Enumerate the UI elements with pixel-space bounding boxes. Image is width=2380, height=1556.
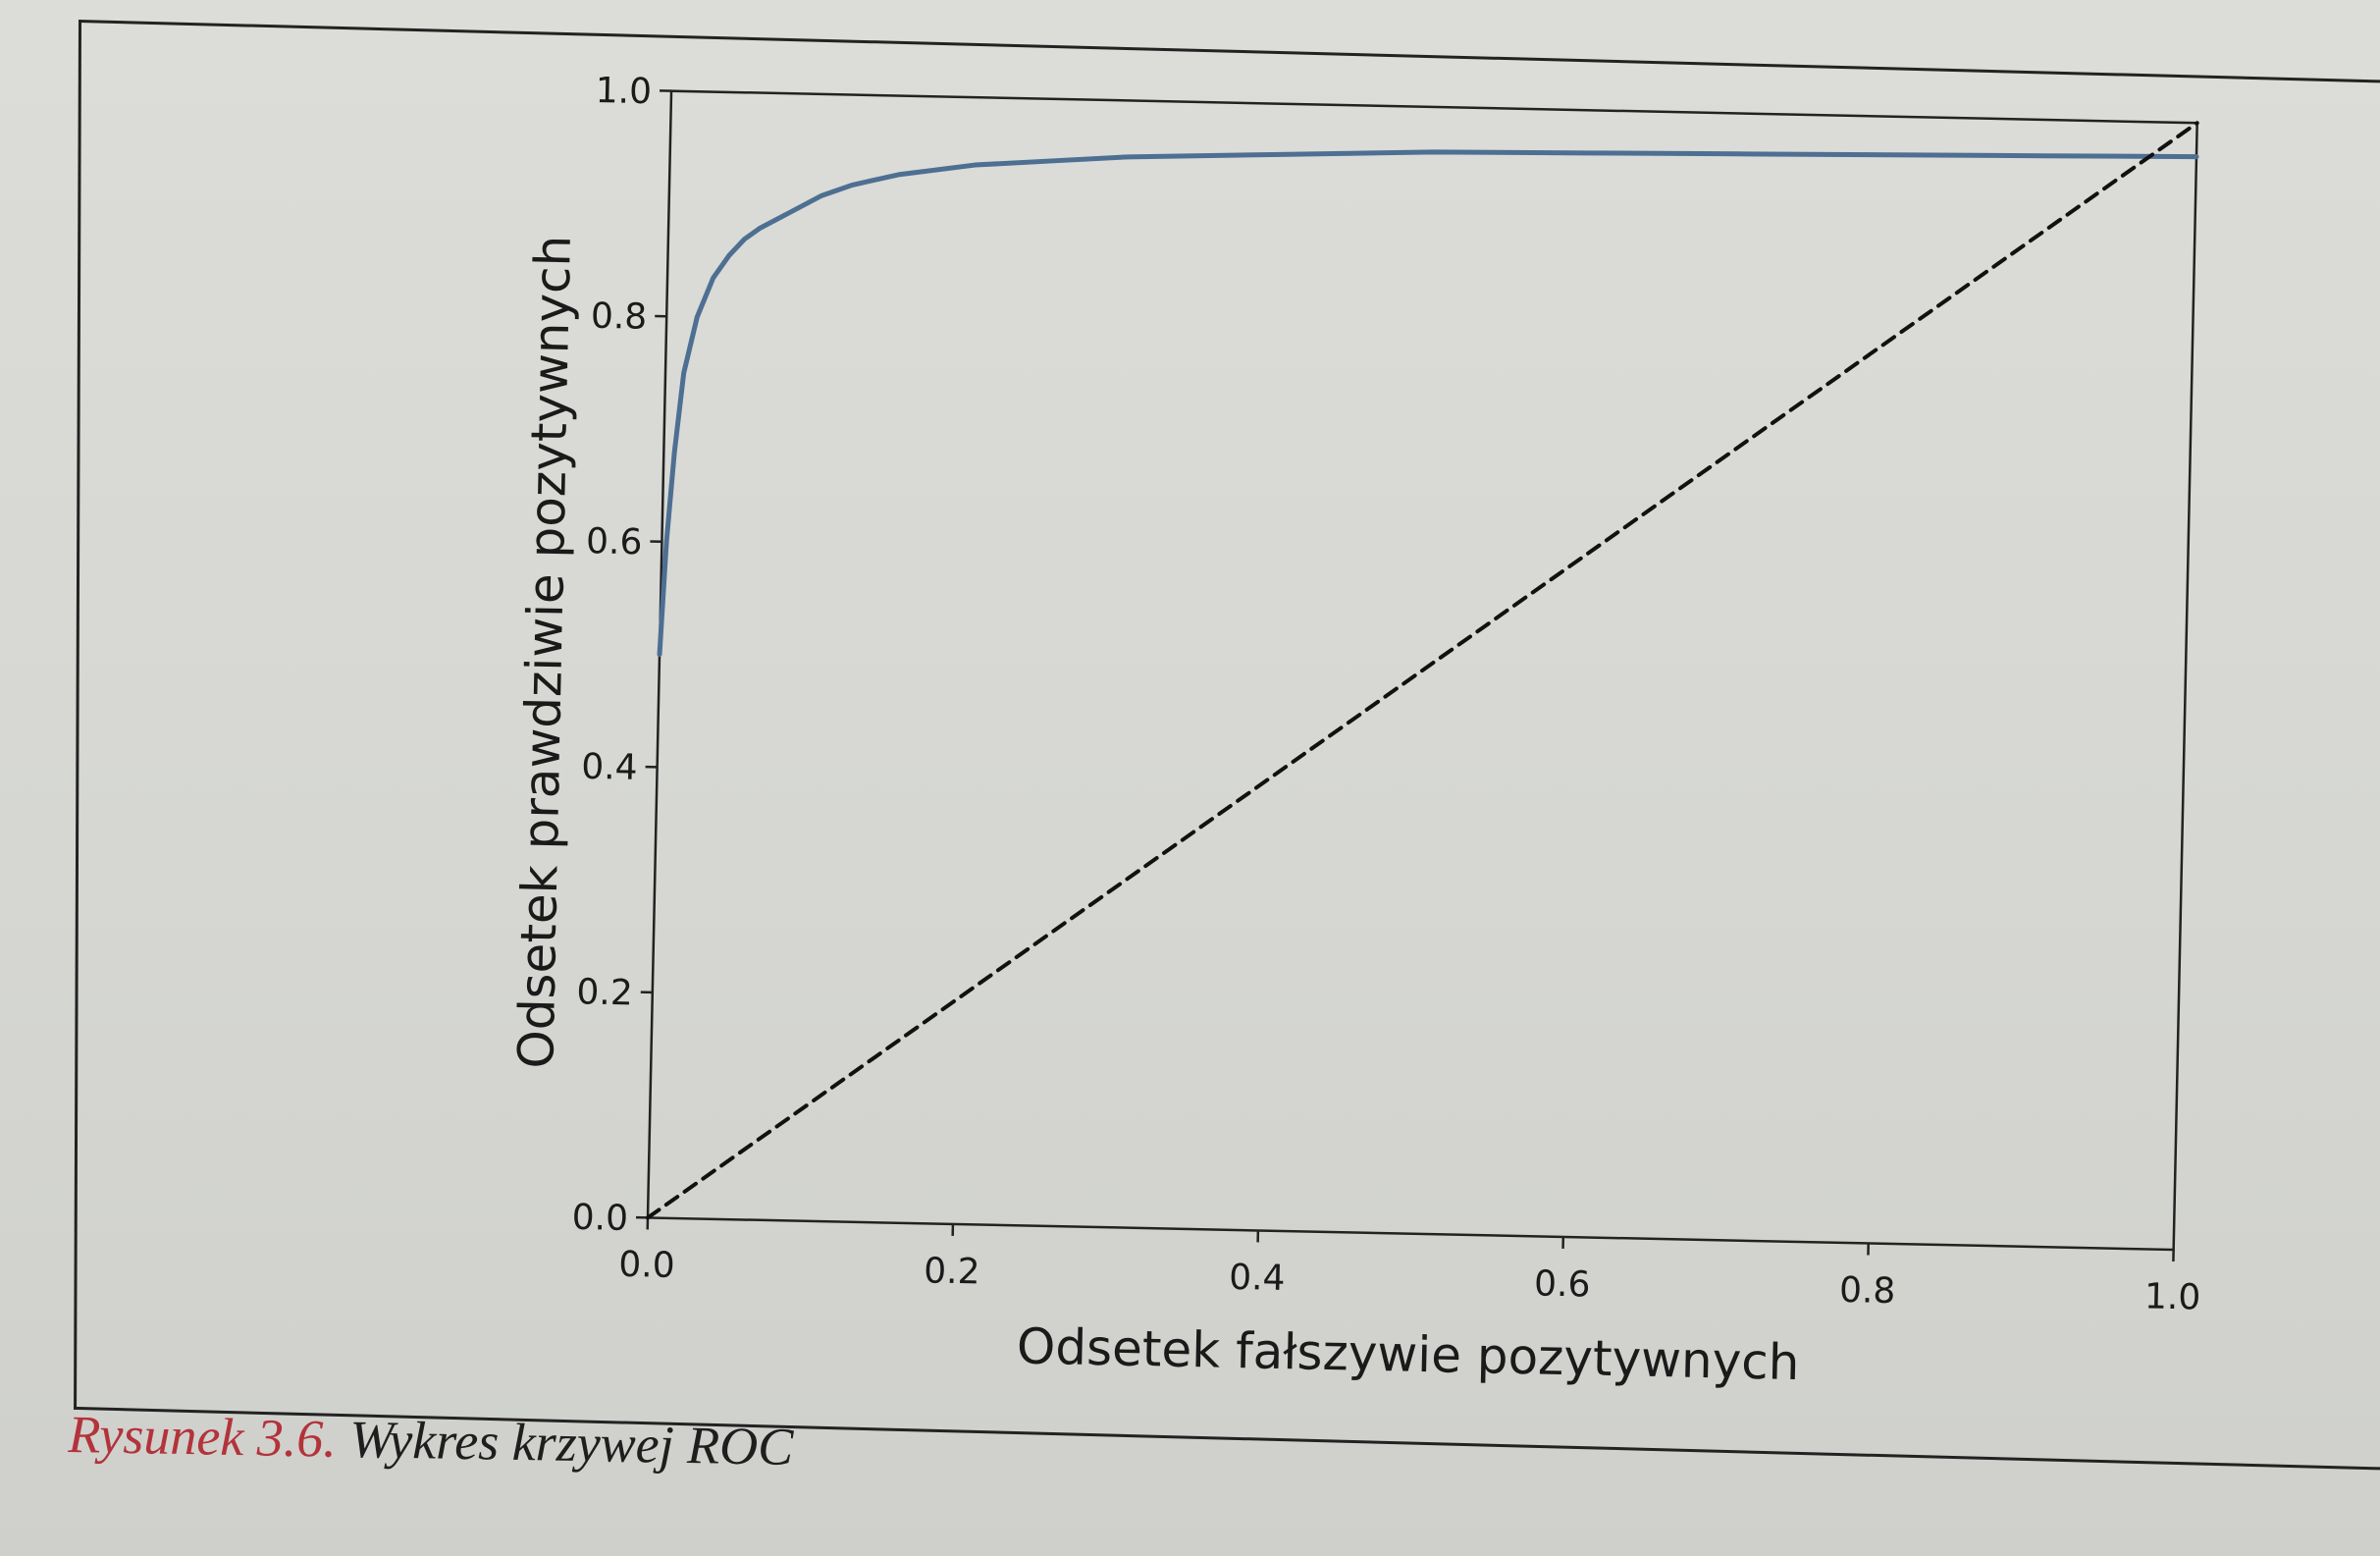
y-axis-label: Odsetek prawdziwie pozytywnych bbox=[507, 235, 582, 1069]
y-tick-label: 0.0 bbox=[571, 1198, 628, 1239]
y-tick-label: 0.2 bbox=[576, 972, 633, 1013]
y-tick-label: 0.6 bbox=[586, 521, 643, 563]
diagonal-reference-line bbox=[645, 121, 2199, 1220]
y-tick-label: 0.4 bbox=[581, 747, 638, 788]
x-tick-label: 0.2 bbox=[924, 1251, 980, 1292]
y-tick-label: 0.8 bbox=[591, 296, 648, 338]
x-axis-label: Odsetek fałszywie pozytywnych bbox=[1016, 1317, 1800, 1391]
x-tick-label: 1.0 bbox=[2144, 1276, 2201, 1317]
x-tick-label: 0.0 bbox=[618, 1245, 675, 1286]
figure-number: Rysunek 3.6. bbox=[67, 1404, 338, 1469]
roc-curve bbox=[657, 149, 2199, 658]
x-tick-label: 0.8 bbox=[1839, 1270, 1896, 1312]
plot-layer: 0.0 0.2 0.4 0.6 0.8 1.0 0.0 0.2 0.4 0.6 0.8 1.0 bbox=[571, 71, 2201, 1318]
x-tick-label: 0.6 bbox=[1534, 1263, 1591, 1305]
figure-caption: Rysunek 3.6. Wykres krzywej ROC bbox=[68, 1404, 794, 1477]
x-tick-label: 0.4 bbox=[1229, 1258, 1286, 1299]
figure-caption-text: Wykres krzywej ROC bbox=[348, 1410, 794, 1476]
y-tick-label: 1.0 bbox=[595, 71, 652, 112]
